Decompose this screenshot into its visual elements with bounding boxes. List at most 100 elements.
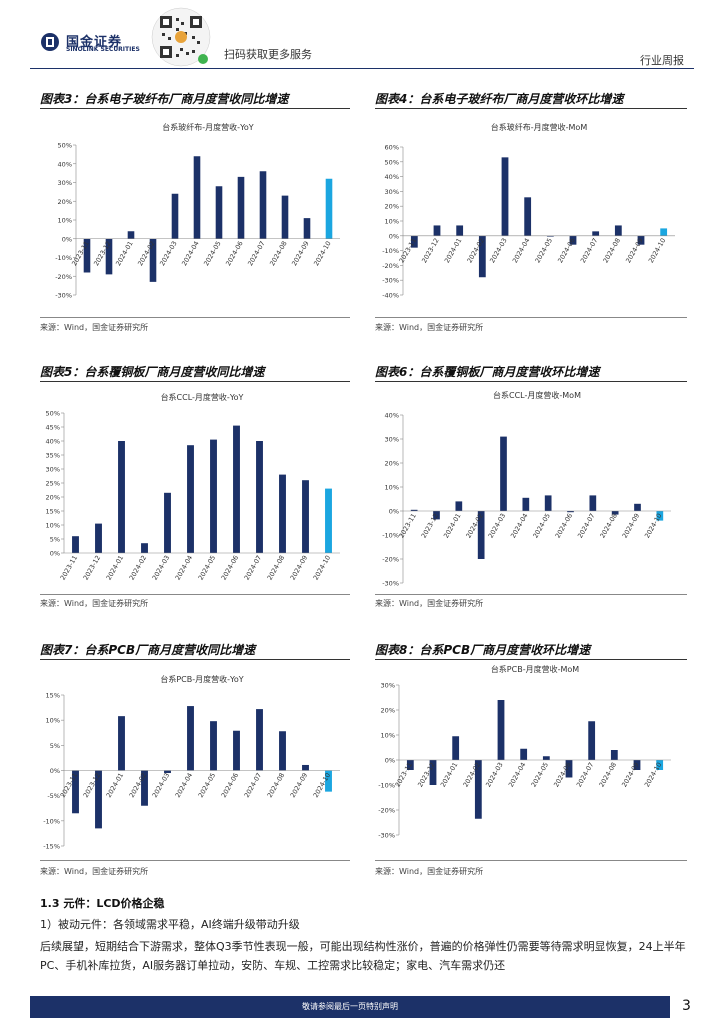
chart-title: 台系PCB-月度营收-YoY bbox=[160, 674, 243, 684]
page-footer: 敬请参阅最后一页特别声明 bbox=[30, 996, 670, 1018]
bar-2024-03 bbox=[497, 700, 505, 760]
bar-2024-02 bbox=[477, 511, 485, 559]
x-tick-label: 2024-03 bbox=[151, 772, 172, 800]
bar-2024-02 bbox=[141, 543, 148, 553]
y-tick-label: 10% bbox=[46, 522, 60, 530]
y-tick-label: -20% bbox=[378, 807, 395, 815]
bar-2024-03 bbox=[501, 157, 509, 236]
y-tick-label: 10% bbox=[385, 484, 399, 492]
chart-pcb-mom: 台系PCB-月度营收-MoM -30% -20% -10% 0% 10% 20% 30% 202… bbox=[378, 664, 671, 840]
y-tick-label: 0% bbox=[385, 757, 395, 765]
y-tick-label: 40% bbox=[385, 412, 399, 420]
bar-2024-07 bbox=[259, 171, 267, 239]
y-tick-label: 15% bbox=[46, 692, 60, 700]
y-tick-label: 0% bbox=[389, 508, 399, 516]
x-tick-label: 2024-08 bbox=[268, 240, 289, 268]
x-tick-label: 2024-07 bbox=[243, 772, 264, 800]
bar-2023-12 bbox=[95, 523, 102, 553]
bar-2024-05 bbox=[544, 495, 552, 511]
y-tick-label: -10% bbox=[382, 247, 399, 255]
source-note-8: 来源：Wind，国金证券研究所 bbox=[375, 867, 484, 876]
chart-fiberglass-mom: 台系玻纤布-月度营收-MoM -40% -30% -20% -10% 0% 10% 20% 30… bbox=[382, 122, 675, 300]
qr-caption: 扫码获取更多服务 bbox=[224, 48, 312, 61]
bar-2024-05 bbox=[210, 439, 217, 553]
y-tick-label: 50% bbox=[58, 142, 72, 150]
y-tick-label: -30% bbox=[55, 292, 72, 300]
x-tick-label: 2024-09 bbox=[621, 512, 642, 540]
y-tick-label: 40% bbox=[46, 438, 60, 446]
y-tick-label: 5% bbox=[50, 536, 60, 544]
source-rule-3 bbox=[40, 317, 350, 318]
bar-2024-09 bbox=[303, 218, 311, 239]
bar-2024-06 bbox=[233, 425, 240, 553]
bar-2023-12 bbox=[95, 770, 102, 829]
y-tick-label: -10% bbox=[378, 782, 395, 790]
bar-2024-09 bbox=[637, 235, 645, 245]
y-tick-label: 30% bbox=[381, 682, 395, 690]
x-tick-label: 2024-10 bbox=[312, 240, 333, 268]
qr-code-icon[interactable] bbox=[150, 6, 212, 68]
source-note-6: 来源：Wind，国金证券研究所 bbox=[375, 599, 484, 608]
figure-title-5: 图表5：台系覆铜板厂商月度营收同比增速 bbox=[40, 365, 265, 379]
title-rule-6 bbox=[375, 381, 687, 382]
bar-2024-07 bbox=[588, 721, 596, 760]
x-tick-label: 2024-04 bbox=[180, 240, 201, 268]
x-tick-label: 2023-11 bbox=[59, 554, 80, 582]
bar-2024-02 bbox=[474, 760, 482, 819]
x-tick-label: 2024-07 bbox=[243, 554, 264, 582]
x-tick-label: 2024-08 bbox=[266, 772, 287, 800]
bar-2023-12 bbox=[433, 225, 441, 236]
bar-2024-04 bbox=[524, 197, 532, 236]
bar-2024-06 bbox=[567, 511, 574, 513]
source-rule-8 bbox=[375, 860, 687, 861]
header-divider bbox=[30, 68, 694, 69]
y-tick-label: 35% bbox=[46, 452, 60, 460]
bar-2024-08 bbox=[279, 731, 286, 771]
figure-title-4: 图表4：台系电子玻纤布厂商月度营收环比增速 bbox=[375, 92, 624, 106]
bar-2024-01 bbox=[452, 736, 460, 760]
bar-2024-04 bbox=[520, 748, 528, 760]
source-rule-5 bbox=[40, 594, 350, 595]
bar-2024-04 bbox=[522, 497, 530, 511]
bar-2024-10 bbox=[656, 511, 664, 521]
bar-2023-12 bbox=[433, 511, 440, 520]
y-tick-label: 20% bbox=[381, 707, 395, 715]
x-tick-label: 2024-03 bbox=[484, 761, 505, 789]
bar-2023-11 bbox=[410, 509, 418, 511]
x-tick-label: 2024-09 bbox=[289, 772, 310, 800]
source-note-4: 来源：Wind，国金证券研究所 bbox=[375, 323, 484, 332]
x-tick-label: 2024-07 bbox=[579, 237, 600, 265]
bar-2024-05 bbox=[210, 721, 217, 771]
x-tick-label: 2024-06 bbox=[224, 240, 245, 268]
y-tick-label: -20% bbox=[55, 273, 72, 281]
footer-disclaimer[interactable]: 敬请参阅最后一页特别声明 bbox=[302, 1002, 398, 1011]
paragraph-outlook: 后续展望，短期结合下游需求，整体Q3季节性表现一般，可能出现结构性涨价，普遍的价… bbox=[40, 940, 686, 972]
source-rule-6 bbox=[375, 594, 687, 595]
y-tick-label: -20% bbox=[382, 262, 399, 270]
chart-title: 台系CCL-月度营收-MoM bbox=[493, 390, 581, 400]
y-tick-label: 50% bbox=[46, 410, 60, 418]
y-tick-label: 60% bbox=[385, 144, 399, 152]
bar-2024-01 bbox=[118, 716, 125, 771]
title-rule-8 bbox=[375, 659, 687, 660]
x-tick-label: 2024-09 bbox=[620, 761, 641, 789]
bar-2024-10 bbox=[656, 760, 664, 770]
y-tick-label: 30% bbox=[58, 179, 72, 187]
bar-2023-11 bbox=[72, 770, 79, 814]
x-tick-label: 2024-06 bbox=[554, 512, 575, 540]
x-tick-label: 2024-01 bbox=[442, 512, 463, 540]
chart-title: 台系玻纤布-月度营收-YoY bbox=[162, 122, 253, 132]
bar-2024-08 bbox=[610, 750, 618, 760]
bar-2024-05 bbox=[546, 235, 554, 237]
bar-2024-01 bbox=[127, 231, 135, 239]
source-note-5: 来源：Wind，国金证券研究所 bbox=[40, 599, 149, 608]
y-tick-label: 40% bbox=[58, 160, 72, 168]
y-tick-label: 50% bbox=[385, 158, 399, 166]
x-tick-label: 2024-05 bbox=[530, 761, 551, 789]
chart-ccl-yoy: 台系CCL-月度营收-YoY 0% 5% 10% 15% 20% 25% 30% 35% 40% 4… bbox=[46, 392, 340, 582]
bar-2024-03 bbox=[164, 770, 171, 774]
x-tick-label: 2024-03 bbox=[488, 237, 509, 265]
y-tick-label: 10% bbox=[46, 717, 60, 725]
bar-2023-12 bbox=[429, 760, 437, 785]
x-tick-label: 2023-12 bbox=[420, 512, 441, 540]
